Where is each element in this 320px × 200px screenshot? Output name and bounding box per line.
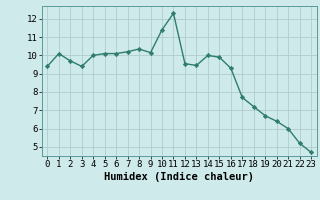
X-axis label: Humidex (Indice chaleur): Humidex (Indice chaleur) xyxy=(104,172,254,182)
